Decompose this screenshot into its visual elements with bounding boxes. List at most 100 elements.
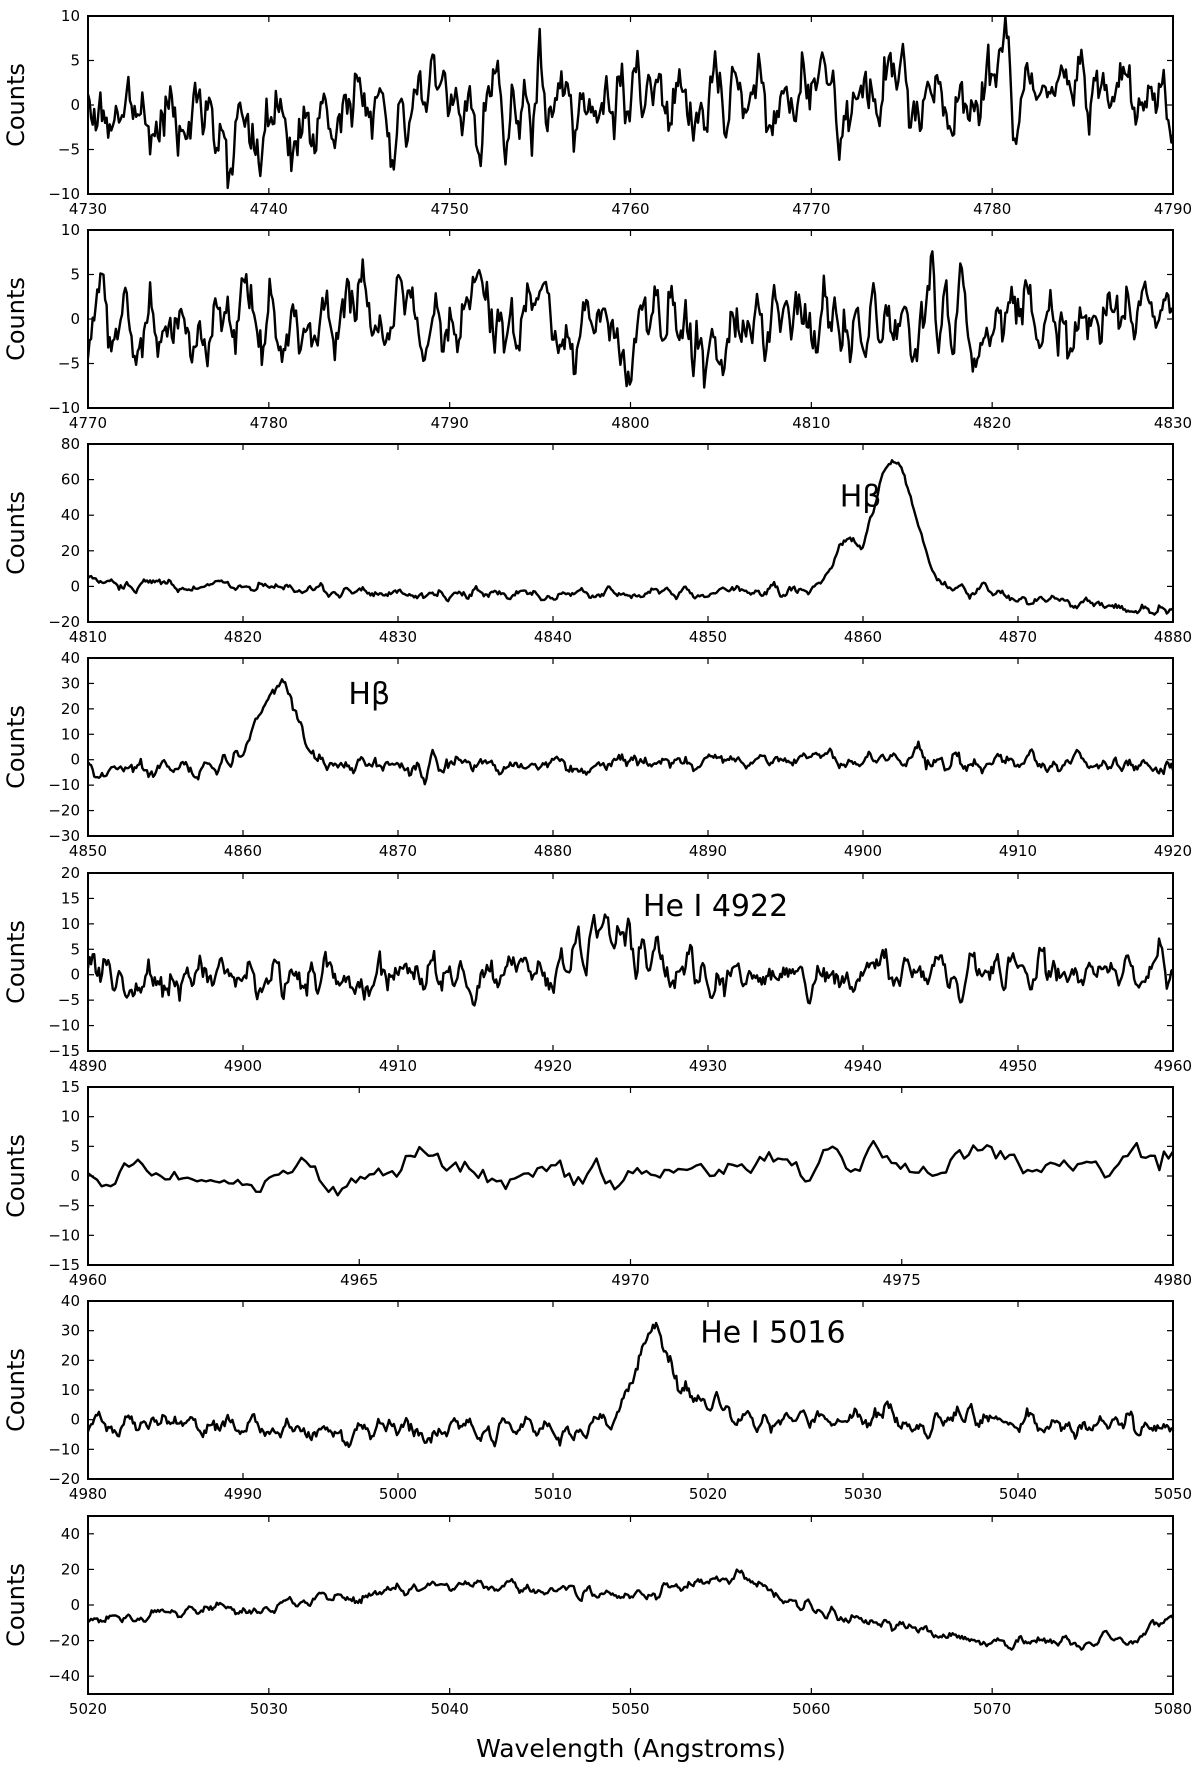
x-tick-label: 4810 [69, 628, 107, 646]
x-tick-label: 4850 [69, 842, 107, 860]
y-tick-label: 0 [70, 1167, 80, 1185]
x-tick-label: 4870 [379, 842, 417, 860]
x-tick-label: 4760 [611, 200, 649, 218]
x-tick-label: 4850 [689, 628, 727, 646]
spectrum-panel-6: 4960 4965 4970 4975 4980 −15 −10 −5 0 5 10 15 Counts [2, 1078, 1192, 1289]
y-tick-label: 20 [61, 1351, 80, 1369]
spectrum-panel-7: 4980 4990 5000 5010 5020 5030 5040 5050 −20 −10 0 1… [2, 1292, 1192, 1503]
y-axis-label: Counts [2, 63, 30, 147]
plot-frame-5 [87, 872, 1174, 1052]
spectrum-line-3 [88, 459, 1173, 616]
y-tick-label: −20 [48, 1632, 80, 1650]
spectrum-line-5 [88, 913, 1173, 1007]
y-tick-label: −5 [58, 991, 80, 1009]
x-tick-label: 4770 [792, 200, 830, 218]
y-tick-label: 15 [61, 1078, 80, 1096]
y-tick-label: 10 [61, 221, 80, 239]
x-tick-label: 5010 [534, 1485, 572, 1503]
x-tick-label: 4900 [224, 1057, 262, 1075]
y-tick-label: 5 [70, 940, 80, 958]
y-tick-label: −5 [58, 355, 80, 373]
x-tick-label: 4830 [1154, 414, 1192, 432]
spectrum-panel-3: 4810 4820 4830 4840 4850 4860 4870 4880 −20 0 20 40… [2, 435, 1192, 646]
y-tick-label: 0 [70, 310, 80, 328]
x-tick-label: 4840 [534, 628, 572, 646]
x-tick-label: 4980 [69, 1485, 107, 1503]
x-tick-label: 4820 [973, 414, 1011, 432]
line-annotation: He I 5016 [700, 1316, 845, 1351]
spectrum-line-1 [88, 16, 1173, 190]
plot-frame-3 [87, 443, 1174, 623]
y-tick-label: 40 [61, 649, 80, 667]
x-tick-label: 5070 [973, 1700, 1011, 1718]
spectrum-line-7 [88, 1321, 1173, 1449]
y-tick-label: 20 [61, 864, 80, 882]
x-tick-label: 4910 [999, 842, 1037, 860]
x-tick-label: 5050 [611, 1700, 649, 1718]
y-tick-label: 0 [70, 1411, 80, 1429]
y-tick-label: −10 [48, 399, 80, 417]
x-tick-label: 4790 [1154, 200, 1192, 218]
x-tick-label: 5060 [792, 1700, 830, 1718]
y-tick-label: 80 [61, 435, 80, 453]
x-tick-label: 4880 [534, 842, 572, 860]
x-tick-label: 4790 [431, 414, 469, 432]
line-annotation: He I 4922 [643, 889, 788, 924]
line-annotation: Hβ [840, 479, 882, 514]
spectrum-panel-4: 4850 4860 4870 4880 4890 4900 4910 4920 −30 −20 −1… [2, 649, 1192, 860]
x-tick-label: 4980 [1154, 1271, 1192, 1289]
y-tick-label: 5 [70, 52, 80, 70]
x-tick-label: 4780 [973, 200, 1011, 218]
x-tick-label: 4730 [69, 200, 107, 218]
plot-frame-6 [87, 1086, 1174, 1266]
y-tick-label: 40 [61, 506, 80, 524]
y-tick-label: −20 [48, 613, 80, 631]
y-tick-label: −5 [58, 1197, 80, 1215]
x-tick-label: 4950 [999, 1057, 1037, 1075]
y-tick-label: 40 [61, 1292, 80, 1310]
x-tick-label: 4740 [250, 200, 288, 218]
y-tick-label: −10 [48, 1226, 80, 1244]
spectrum-panel-8: 5020 5030 5040 5050 5060 5070 5080 −40 −20 0 20 40 C… [2, 1515, 1192, 1718]
y-tick-label: 10 [61, 7, 80, 25]
y-tick-label: 0 [70, 96, 80, 114]
y-axis-label: Counts [2, 1348, 30, 1432]
x-tick-label: 4890 [69, 1057, 107, 1075]
x-tick-label: 4880 [1154, 628, 1192, 646]
x-tick-label: 5000 [379, 1485, 417, 1503]
x-tick-label: 4920 [1154, 842, 1192, 860]
x-tick-label: 4870 [999, 628, 1037, 646]
x-tick-label: 4860 [224, 842, 262, 860]
spectrum-panel-2: 4770 4780 4790 4800 4810 4820 4830 −10 −5 0 5 10 Cou… [2, 221, 1192, 432]
y-tick-label: 0 [70, 577, 80, 595]
x-tick-label: 4890 [689, 842, 727, 860]
spectrum-panel-1: 4730 4740 4750 4760 4770 4780 4790 −10 −5 0 5 10 Cou… [2, 7, 1192, 218]
y-tick-label: 40 [61, 1525, 80, 1543]
y-axis-label: Counts [2, 1134, 30, 1218]
x-tick-label: 5020 [69, 1700, 107, 1718]
spectrum-line-8 [88, 1568, 1173, 1651]
y-tick-label: 15 [61, 889, 80, 907]
spectrum-line-6 [88, 1139, 1173, 1197]
y-tick-label: 10 [61, 725, 80, 743]
x-tick-label: 4960 [69, 1271, 107, 1289]
line-annotation: Hβ [348, 677, 390, 712]
x-tick-label: 5040 [431, 1700, 469, 1718]
x-tick-label: 4860 [844, 628, 882, 646]
y-tick-label: −10 [48, 1017, 80, 1035]
y-tick-label: −20 [48, 1470, 80, 1488]
x-tick-label: 4750 [431, 200, 469, 218]
x-tick-label: 4800 [611, 414, 649, 432]
y-tick-label: 30 [61, 674, 80, 692]
y-axis-label: Counts [2, 277, 30, 361]
plot-frame-4 [87, 657, 1174, 837]
y-tick-label: 5 [70, 266, 80, 284]
x-tick-label: 4930 [689, 1057, 727, 1075]
y-tick-label: 10 [61, 1381, 80, 1399]
y-tick-label: 20 [61, 700, 80, 718]
y-tick-label: 10 [61, 1108, 80, 1126]
y-tick-label: 20 [61, 542, 80, 560]
y-tick-label: 60 [61, 471, 80, 489]
x-tick-label: 4910 [379, 1057, 417, 1075]
y-tick-label: −20 [48, 802, 80, 820]
